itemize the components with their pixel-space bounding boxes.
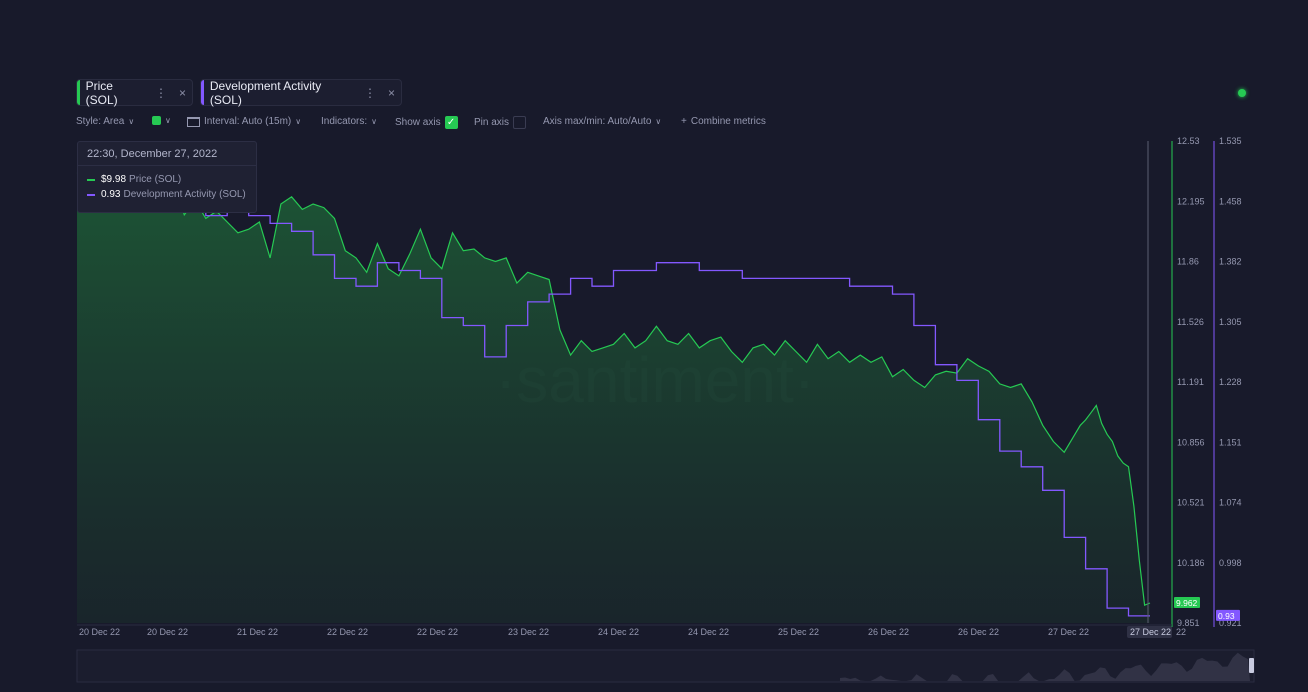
current-dev-label: 0.93 bbox=[1218, 611, 1235, 621]
indicators-label: Indicators: bbox=[321, 116, 368, 127]
dev-axis-tick: 1.074 bbox=[1219, 498, 1242, 508]
pin-axis-label: Pin axis bbox=[474, 117, 510, 128]
price-area-fill bbox=[77, 168, 1150, 623]
tab-price[interactable]: Price (SOL) ⋮ × bbox=[76, 78, 193, 107]
price-axis-tick: 9.851 bbox=[1177, 618, 1200, 628]
axis-minmax-label: Axis max/min: Auto/Auto bbox=[543, 116, 652, 127]
price-axis-tick: 10.521 bbox=[1177, 498, 1205, 508]
chevron-down-icon: ∨ bbox=[371, 117, 377, 126]
show-axis-label: Show axis bbox=[395, 117, 441, 128]
tab-price-label: Price (SOL) bbox=[85, 78, 118, 107]
x-axis-tick: 22 Dec 22 bbox=[327, 627, 368, 637]
color-picker[interactable]: ∨ bbox=[152, 116, 171, 125]
tooltip-dev-swatch bbox=[87, 193, 95, 196]
dev-axis-tick: 0.998 bbox=[1219, 558, 1242, 568]
price-line bbox=[76, 167, 1151, 607]
x-axis-tick: 20 Dec 22 bbox=[147, 627, 188, 637]
dev-axis-tick: 1.151 bbox=[1219, 437, 1242, 447]
x-axis-tick: 22 Dec 22 bbox=[417, 627, 458, 637]
tab-dev-label: Development Activity (SOL) bbox=[209, 78, 322, 107]
dev-axis-tick: 1.382 bbox=[1219, 257, 1242, 267]
price-axis-tick: 10.186 bbox=[1177, 558, 1205, 568]
x-axis-tick: 27 Dec 22 bbox=[1048, 627, 1089, 637]
crosshair-date-badge bbox=[1127, 626, 1172, 638]
price-axis-tick: 10.856 bbox=[1177, 437, 1205, 447]
tooltip-price-swatch bbox=[87, 178, 95, 181]
close-icon[interactable]: × bbox=[387, 85, 395, 100]
dev-axis-tick: 1.228 bbox=[1219, 377, 1242, 387]
price-axis-tick: 11.526 bbox=[1177, 317, 1204, 327]
navigator-preview-area bbox=[840, 652, 1250, 681]
more-icon[interactable]: ⋮ bbox=[154, 85, 167, 100]
tooltip-price-value: $9.98 bbox=[101, 174, 127, 185]
x-axis-tick: 27 Dec 22 bbox=[1130, 627, 1171, 637]
price-axis-tick: 11.86 bbox=[1177, 257, 1199, 267]
tooltip-date: 22:30, December 27, 2022 bbox=[78, 142, 256, 166]
tooltip-dev-value: 0.93 bbox=[101, 189, 121, 200]
x-axis-tick: 22 bbox=[1176, 627, 1186, 637]
x-axis-tick: 21 Dec 22 bbox=[237, 627, 278, 637]
price-axis-tick: 12.53 bbox=[1177, 136, 1200, 146]
style-label: Style: Area bbox=[76, 116, 125, 127]
combine-metrics-label: Combine metrics bbox=[690, 116, 766, 127]
tab-price-color bbox=[77, 80, 80, 105]
plus-icon: + bbox=[681, 116, 687, 127]
calendar-icon bbox=[187, 116, 200, 127]
show-axis-toggle[interactable]: Show axis ✓ bbox=[395, 116, 458, 129]
x-axis-tick: 24 Dec 22 bbox=[598, 627, 639, 637]
indicators-dropdown[interactable]: Indicators: ∨ bbox=[321, 116, 377, 127]
chevron-down-icon: ∨ bbox=[655, 117, 662, 126]
dev-axis-tick: 1.458 bbox=[1219, 196, 1242, 206]
price-axis-tick: 12.195 bbox=[1177, 196, 1205, 206]
x-axis-tick: 23 Dec 22 bbox=[508, 627, 549, 637]
tooltip-dev-row: 0.93 Development Activity (SOL) bbox=[78, 187, 256, 202]
chevron-down-icon: ∨ bbox=[128, 117, 135, 126]
dev-activity-line bbox=[77, 175, 1150, 617]
x-axis-tick: 25 Dec 22 bbox=[778, 627, 819, 637]
range-navigator[interactable] bbox=[76, 649, 1255, 683]
x-axis-tick: 24 Dec 22 bbox=[688, 627, 729, 637]
more-icon[interactable]: ⋮ bbox=[363, 85, 376, 100]
dev-axis-tick: 1.535 bbox=[1219, 136, 1242, 146]
style-dropdown[interactable]: Style: Area ∨ bbox=[76, 116, 134, 127]
combine-metrics-button[interactable]: + Combine metrics bbox=[681, 116, 766, 127]
dev-axis-tick: 1.305 bbox=[1219, 317, 1242, 327]
close-icon[interactable]: × bbox=[178, 85, 186, 100]
chevron-down-icon: ∨ bbox=[295, 117, 302, 126]
live-status-dot bbox=[1238, 89, 1246, 97]
axis-minmax-dropdown[interactable]: Axis max/min: Auto/Auto ∨ bbox=[543, 116, 661, 127]
checkbox-checked-icon[interactable]: ✓ bbox=[444, 116, 458, 129]
chart-tooltip: 22:30, December 27, 2022 $9.98 Price (SO… bbox=[77, 141, 257, 213]
chevron-down-icon: ∨ bbox=[165, 116, 171, 125]
interval-label: Interval: Auto (15m) bbox=[204, 116, 292, 127]
color-swatch-icon bbox=[152, 116, 161, 125]
pin-axis-toggle[interactable]: Pin axis bbox=[474, 116, 527, 129]
interval-dropdown[interactable]: Interval: Auto (15m) ∨ bbox=[187, 116, 301, 127]
x-axis-tick: 26 Dec 22 bbox=[868, 627, 909, 637]
tab-development-activity[interactable]: Development Activity (SOL) ⋮ × bbox=[200, 78, 402, 107]
tooltip-dev-name: Development Activity (SOL) bbox=[123, 189, 246, 200]
tab-dev-color bbox=[201, 80, 204, 105]
dev-axis-tick: 0.921 bbox=[1219, 618, 1242, 628]
navigator-handle[interactable] bbox=[1249, 658, 1254, 673]
tooltip-price-name: Price (SOL) bbox=[129, 174, 182, 185]
x-axis-tick: 20 Dec 22 bbox=[79, 627, 120, 637]
checkbox-unchecked-icon[interactable] bbox=[513, 116, 527, 129]
current-price-label: 9.962 bbox=[1176, 598, 1198, 608]
current-price-badge bbox=[1174, 597, 1200, 609]
x-axis-tick: 26 Dec 22 bbox=[958, 627, 999, 637]
current-dev-badge bbox=[1216, 609, 1240, 621]
tooltip-price-row: $9.98 Price (SOL) bbox=[78, 172, 256, 187]
price-axis-tick: 11.191 bbox=[1177, 377, 1204, 387]
